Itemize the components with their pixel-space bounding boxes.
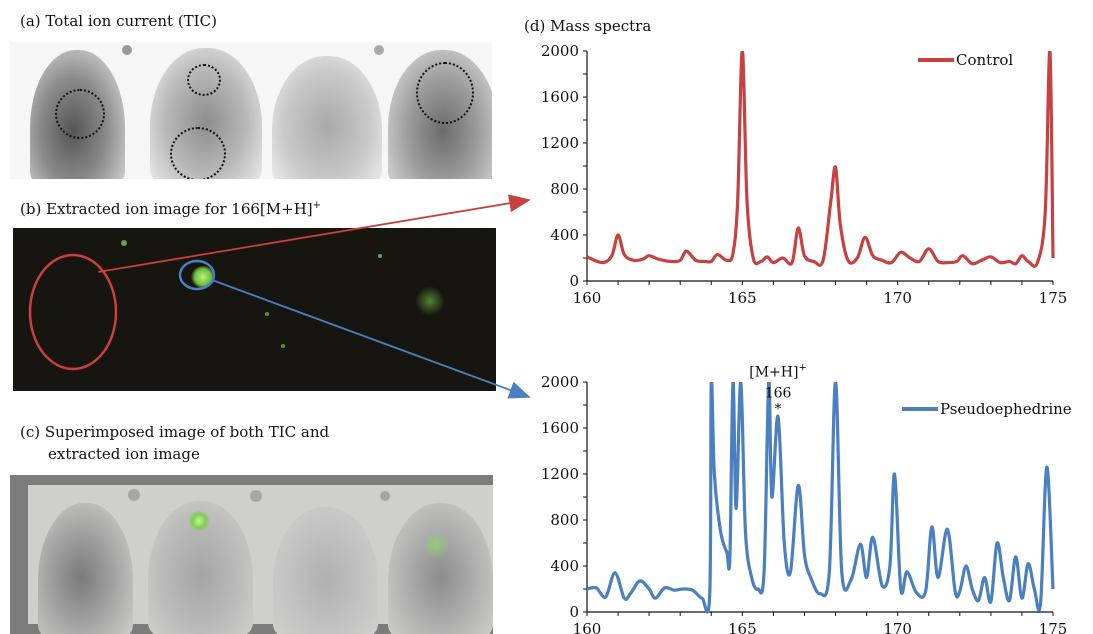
- y-tick-label: 1200: [541, 465, 579, 483]
- y-tick-label: 2000: [541, 373, 579, 391]
- x-tick-label: 160: [573, 620, 602, 634]
- annotation-mass: 166: [765, 386, 792, 402]
- y-tick-label: 1600: [541, 419, 579, 437]
- y-tick-label: 800: [550, 511, 579, 529]
- x-tick-label: 165: [728, 620, 757, 634]
- legend-label: Pseudoephedrine: [940, 400, 1072, 418]
- x-tick-label: 170: [883, 620, 912, 634]
- annotation-star: *: [775, 402, 782, 418]
- y-tick-label: 0: [569, 603, 579, 621]
- annotation-ion-sup: +: [798, 363, 806, 374]
- x-tick-label: 175: [1039, 620, 1068, 634]
- y-tick-label: 400: [550, 557, 579, 575]
- annotation-ion-label: [M+H]+: [749, 363, 807, 381]
